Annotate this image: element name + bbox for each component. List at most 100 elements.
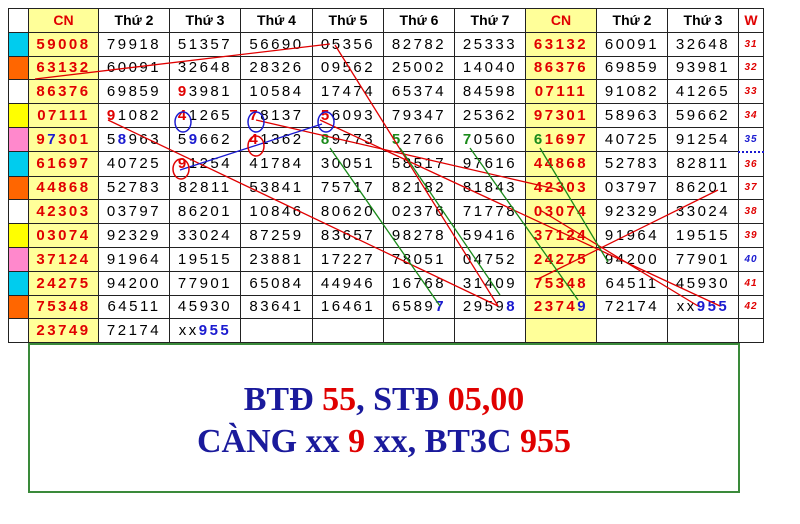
result-cell: 23749 — [28, 318, 99, 344]
result-cell: 05356 — [312, 31, 384, 57]
result-cell: 42303 — [28, 199, 99, 225]
result-cell: 37124 — [28, 246, 99, 272]
result-cell: 91254 — [169, 151, 241, 177]
result-cell: 81843 — [454, 175, 526, 201]
result-cell: 19515 — [667, 223, 739, 248]
column-header: CN — [28, 8, 99, 33]
result-cell: 71778 — [454, 199, 526, 225]
result-cell: 17227 — [312, 246, 384, 272]
result-cell: 52783 — [98, 175, 170, 201]
row-color-marker — [8, 246, 29, 272]
result-cell: 56093 — [312, 103, 384, 128]
result-cell: 80620 — [312, 199, 384, 225]
row-color-marker — [8, 79, 29, 105]
week-number: 41 — [738, 270, 764, 296]
result-cell: 33024 — [667, 199, 739, 225]
result-cell: 72174 — [596, 294, 668, 320]
result-cell: 63132 — [525, 31, 597, 57]
result-cell: 24275 — [28, 270, 99, 296]
result-cell: 16768 — [383, 270, 455, 296]
week-number: 32 — [738, 55, 764, 81]
result-cell: 86376 — [525, 55, 597, 81]
result-cell: 78051 — [383, 246, 455, 272]
result-cell: 41265 — [169, 103, 241, 128]
week-row: 42303 03797 86201 10846 80620 02376 71778 03074… — [8, 199, 764, 225]
result-cell: 45930 — [169, 294, 241, 320]
result-cell: 42303 — [525, 175, 597, 201]
column-header: Thứ 3 — [169, 8, 241, 33]
week-number: 36 — [738, 151, 764, 177]
column-header: W — [738, 8, 764, 33]
result-cell: 24275 — [525, 246, 597, 272]
result-cell: 77901 — [169, 270, 241, 296]
week-row: 23749 72174 xx955 — [8, 318, 764, 344]
summary-highlight: 55 — [322, 381, 357, 418]
result-cell — [667, 318, 739, 344]
week-number: 40 — [738, 246, 764, 272]
summary-highlight: 955 — [520, 423, 572, 460]
summary-line-1: BTĐ 55, STĐ 05,00 — [30, 379, 738, 421]
week-number: 33 — [738, 79, 764, 105]
result-cell: 03074 — [28, 223, 99, 248]
result-cell: 52766 — [383, 126, 455, 153]
week-number: 31 — [738, 31, 764, 57]
result-cell: 59662 — [667, 103, 739, 128]
result-cell: 91082 — [98, 103, 170, 128]
result-cell: 09562 — [312, 55, 384, 81]
result-cell: 41784 — [240, 151, 313, 177]
result-cell: 82811 — [169, 175, 241, 201]
result-cell: 65084 — [240, 270, 313, 296]
row-color-marker — [8, 199, 29, 225]
result-cell: 83641 — [240, 294, 313, 320]
result-cell: 32648 — [169, 55, 241, 81]
result-cell: 07111 — [28, 103, 99, 128]
result-cell: 25002 — [383, 55, 455, 81]
column-header: Thứ 7 — [454, 8, 526, 33]
result-cell: 29598 — [454, 294, 526, 320]
row-color-marker — [8, 223, 29, 248]
result-cell: xx955 — [667, 294, 739, 320]
result-cell: 40725 — [98, 151, 170, 177]
row-color-marker — [8, 103, 29, 128]
result-cell: 41265 — [667, 79, 739, 105]
result-cell: 82182 — [383, 175, 455, 201]
result-cell: 94200 — [596, 246, 668, 272]
result-cell: 64511 — [596, 270, 668, 296]
result-cell: 63132 — [28, 55, 99, 81]
summary-text: , STĐ — [356, 381, 448, 418]
column-header: Thứ 3 — [667, 8, 739, 33]
row-color-marker — [8, 294, 29, 320]
result-cell: 65897 — [383, 294, 455, 320]
summary-box: BTĐ 55, STĐ 05,00 CÀNG xx 9 xx, BT3C 955 — [28, 343, 740, 493]
result-cell: 60091 — [98, 55, 170, 81]
result-cell: 82782 — [383, 31, 455, 57]
week-row: 86376 69859 93981 10584 17474 65374 84598 07111… — [8, 79, 764, 105]
result-cell: 83657 — [312, 223, 384, 248]
result-cell: 03074 — [525, 199, 597, 225]
result-cell: 32648 — [667, 31, 739, 57]
result-cell: xx955 — [169, 318, 241, 344]
column-header: Thứ 6 — [383, 8, 455, 33]
result-cell: 94200 — [98, 270, 170, 296]
result-cell: 58517 — [383, 151, 455, 177]
result-cell: 58963 — [98, 126, 170, 153]
result-cell: 41362 — [240, 126, 313, 153]
result-cell: 98278 — [383, 223, 455, 248]
summary-highlight: 05,00 — [447, 381, 525, 418]
week-number: 42 — [738, 294, 764, 320]
result-cell: 17474 — [312, 79, 384, 105]
result-cell: 69859 — [596, 55, 668, 81]
result-cell: 60091 — [596, 31, 668, 57]
week-row: 75348 64511 45930 83641 16461 65897 29598 23749… — [8, 294, 764, 320]
row-color-marker — [8, 270, 29, 296]
result-cell: 86201 — [169, 199, 241, 225]
summary-text: xx, BT3C — [365, 423, 521, 460]
result-cell: 61697 — [525, 126, 597, 153]
result-cell: 64511 — [98, 294, 170, 320]
result-cell: 91254 — [667, 126, 739, 153]
result-cell: 75348 — [28, 294, 99, 320]
column-header: Thứ 4 — [240, 8, 313, 33]
column-header: Thứ 2 — [98, 8, 170, 33]
